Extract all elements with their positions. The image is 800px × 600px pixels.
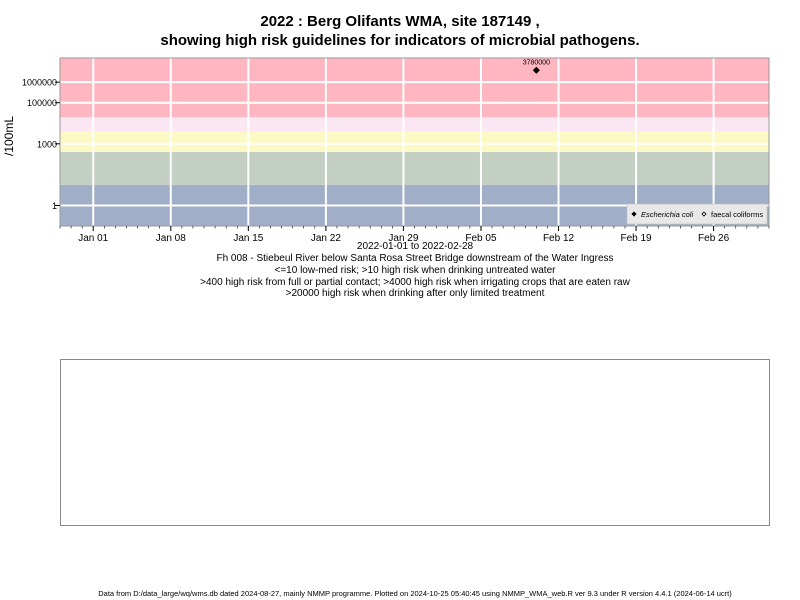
y-tick-label-0: 1 (52, 201, 57, 211)
legend-marker-0 (631, 211, 637, 217)
risk-band-3 (60, 117, 769, 132)
legend: Escherichia coli faecal coliforms (626, 203, 768, 225)
guideline-1: <=10 low-med risk; >10 high risk when dr… (274, 265, 556, 276)
legend-label-1: faecal coliforms (711, 210, 763, 219)
risk-band-1 (60, 151, 769, 185)
guideline-3: >20000 high risk when drinking after onl… (285, 288, 545, 299)
grid-lines (60, 58, 769, 226)
x-tick-label-5: Feb 05 (465, 233, 497, 244)
date-range-caption: 2022-01-01 to 2022-02-28 (356, 241, 474, 252)
y-tick-label-3: 1000000 (22, 78, 57, 88)
risk-band-2 (60, 131, 769, 152)
y-axis-label: /100mL (2, 116, 16, 156)
data-label-0-0: 3780000 (523, 59, 550, 66)
risk-bands (60, 58, 769, 226)
chart-title: 2022 : Berg Olifants WMA, site 187149 , (260, 13, 540, 30)
x-tick-label-7: Feb 19 (620, 233, 652, 244)
risk-band-4 (60, 58, 769, 118)
y-tick-label-2: 100000 (27, 98, 57, 108)
x-tick-label-8: Feb 26 (698, 233, 730, 244)
legend-label-0: Escherichia coli (641, 210, 693, 219)
chart-subtitle: showing high risk guidelines for indicat… (160, 32, 640, 49)
x-tick-label-3: Jan 22 (311, 233, 341, 244)
legend-marker-1 (701, 211, 707, 217)
legend-box (626, 203, 768, 225)
x-tick-label-1: Jan 08 (156, 233, 186, 244)
guideline-2: >400 high risk from full or partial cont… (200, 277, 630, 288)
x-tick-label-4: Jan 29 (388, 233, 418, 244)
y-tick-label-1: 1000 (37, 139, 57, 149)
x-tick-label-2: Jan 15 (233, 233, 263, 244)
data-point-0-0 (532, 66, 540, 74)
footer-note: Data from D:/data_large/wq/wms.db dated … (98, 589, 732, 598)
x-tick-label-6: Feb 12 (543, 233, 575, 244)
site-description: Fh 008 - Stiebeul River below Santa Rosa… (216, 253, 614, 264)
x-axis: Jan 01 Jan 08 Jan 15 Jan 22 Jan 29 Feb 05 Feb … (59, 226, 770, 244)
data-points: 3780000 (523, 59, 550, 74)
empty-plot-panel (60, 359, 770, 526)
y-axis: 1 1000 100000 1000000/100mL (2, 78, 60, 211)
x-tick-label-0: Jan 01 (78, 233, 108, 244)
